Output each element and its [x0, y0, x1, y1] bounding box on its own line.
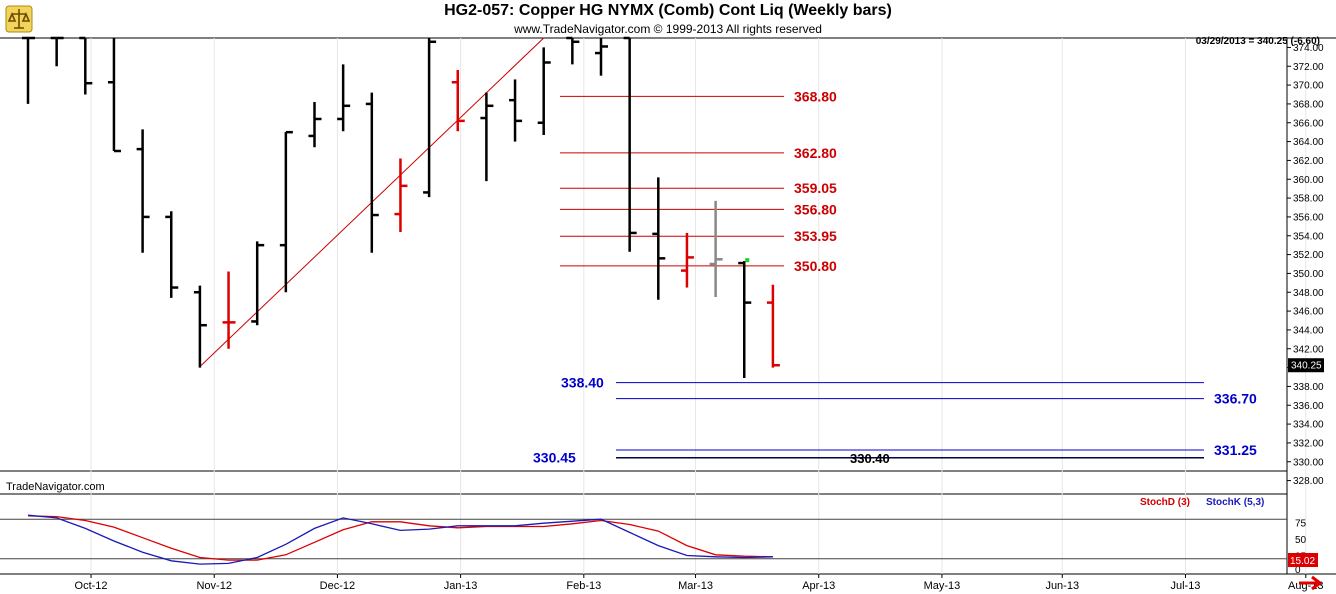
time-axis: Oct-12 Nov-12 Dec-12 Jan-13 Feb-13 Mar-13 Apr-…: [75, 574, 1324, 592]
month-tick-label: Jul-13: [1170, 580, 1200, 592]
last-price-badge-text: 340.25: [1291, 361, 1322, 372]
price-tick-label: 358.00: [1293, 194, 1324, 205]
trade-navigator-logo-icon: [5, 5, 33, 33]
price-tick-label: 346.00: [1293, 307, 1324, 318]
stoch-d-legend: StochD (3): [1140, 497, 1190, 508]
price-tick-label: 362.00: [1293, 156, 1324, 167]
resistance-label: 356.80: [794, 201, 837, 217]
price-grid: [0, 37, 1336, 575]
price-tick-label: 368.00: [1293, 99, 1324, 110]
month-tick-label: Feb-13: [566, 580, 601, 592]
price-tick-label: 332.00: [1293, 438, 1324, 449]
last-price-badge: [1288, 358, 1324, 373]
stoch-value-badge-text: 15.02: [1290, 556, 1315, 567]
brand-label: TradeNavigator.com: [6, 481, 105, 493]
price-tick-label: 352.00: [1293, 250, 1324, 261]
price-tick-label: 350.00: [1293, 269, 1324, 280]
resistance-label: 350.80: [794, 258, 837, 274]
copyright-notice: www.TradeNavigator.com © 1999-2013 All r…: [514, 22, 822, 36]
price-tick-label: 360.00: [1293, 175, 1324, 186]
price-axis: 328.00 330.00 332.00 334.00 336.00 338.00 340.…: [1287, 43, 1324, 487]
month-tick-label: Apr-13: [802, 580, 835, 592]
resistance-label: 359.05: [794, 180, 837, 196]
price-tick-label: 330.00: [1293, 457, 1324, 468]
price-tick-label: 328.00: [1293, 476, 1324, 487]
price-tick-label: 334.00: [1293, 420, 1324, 431]
price-tick-label: 338.00: [1293, 382, 1324, 393]
price-tick-label: 344.00: [1293, 325, 1324, 336]
price-tick-label: 364.00: [1293, 137, 1324, 148]
level-label: 330.40: [850, 451, 890, 466]
price-tick-label: 374.00: [1293, 43, 1324, 54]
price-tick-label: 370.00: [1293, 81, 1324, 92]
level-lines: 368.80 362.80 359.05 356.80 353.95 350.80 338.…: [533, 88, 1257, 466]
price-tick-label: 342.00: [1293, 344, 1324, 355]
stoch-d-line: [27, 515, 773, 561]
stoch-value-badge: [1288, 553, 1318, 567]
month-tick-label: Mar-13: [678, 580, 713, 592]
support-label: 330.45: [533, 450, 576, 466]
price-tick-label: 366.00: [1293, 118, 1324, 129]
stoch-k-legend: StochK (5,3): [1206, 497, 1265, 508]
stoch-tick-label: 75: [1295, 519, 1307, 530]
price-tick-label: 356.00: [1293, 212, 1324, 223]
month-tick-label: Jan-13: [444, 580, 478, 592]
last-price-readout: 03/29/2013 = 340.25 (-6.60): [1195, 36, 1320, 47]
support-label: 331.25: [1214, 442, 1257, 458]
month-tick-label: Dec-12: [320, 580, 355, 592]
support-label: 338.40: [561, 375, 604, 391]
stoch-tick-label: 0: [1295, 565, 1301, 576]
month-tick-label: Nov-12: [196, 580, 231, 592]
support-label: 336.70: [1214, 391, 1257, 407]
price-bars: [22, 36, 780, 378]
price-tick-label: 354.00: [1293, 231, 1324, 242]
new-high-marker: [745, 258, 750, 263]
resistance-label: 368.80: [794, 88, 837, 104]
chart-title: HG2-057: Copper HG NYMX (Comb) Cont Liq …: [444, 2, 892, 19]
scroll-right-arrow-icon[interactable]: [1298, 574, 1328, 592]
month-tick-label: May-13: [924, 580, 961, 592]
stoch-k-line: [27, 514, 773, 565]
price-tick-label: 336.00: [1293, 401, 1324, 412]
month-tick-label: Oct-12: [75, 580, 108, 592]
price-tick-label: 372.00: [1293, 62, 1324, 73]
price-tick-label: 348.00: [1293, 288, 1324, 299]
month-tick-label: Jun-13: [1045, 580, 1079, 592]
stoch-tick-label: 50: [1295, 535, 1307, 546]
resistance-label: 362.80: [794, 145, 837, 161]
resistance-label: 353.95: [794, 228, 837, 244]
